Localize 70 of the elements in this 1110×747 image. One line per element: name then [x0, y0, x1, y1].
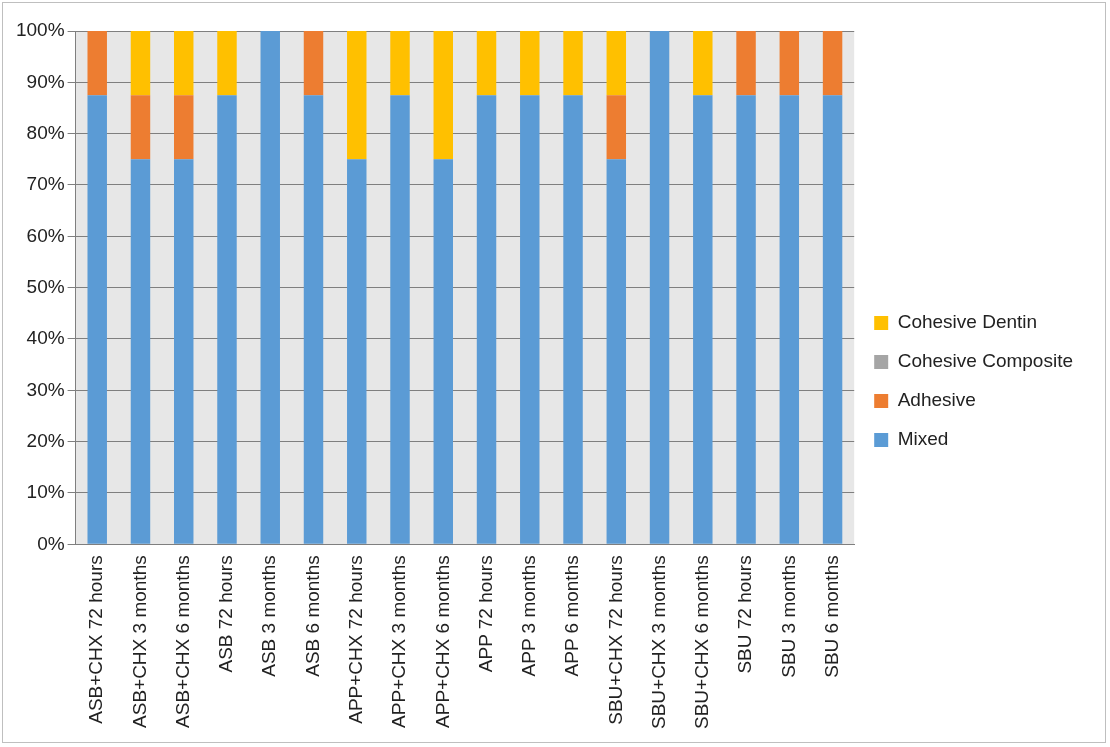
x-tick-label: APP 6 months [561, 555, 583, 677]
bar [260, 31, 280, 544]
bar [433, 31, 453, 160]
legend-label: Mixed [897, 428, 949, 450]
y-tick-label: 100% [15, 19, 65, 41]
bar [563, 31, 583, 96]
bar [476, 31, 497, 96]
bar [736, 31, 756, 96]
bar [390, 95, 410, 544]
bar [520, 31, 540, 96]
x-tick-label: SBU+CHX 6 months [691, 555, 713, 730]
x-tick-label: SBU+CHX 3 months [647, 555, 669, 730]
y-tick-label: 40% [26, 327, 65, 349]
bar [87, 31, 107, 96]
bar [736, 95, 756, 544]
bar [822, 95, 843, 544]
x-tick-label: SBU 3 months [777, 555, 799, 678]
y-tick-label: 80% [26, 121, 65, 143]
bar [130, 159, 151, 544]
x-tick-label: APP+CHX 6 months [431, 555, 453, 728]
bar [174, 95, 194, 160]
bar [347, 159, 367, 544]
bar [303, 31, 324, 96]
bar [476, 95, 497, 544]
x-tick-label: SBU+CHX 72 hours [604, 555, 626, 725]
bar [217, 31, 237, 96]
bar [779, 31, 800, 96]
bar [174, 31, 194, 96]
y-tick-label: 70% [26, 173, 65, 195]
bar [822, 31, 843, 96]
bar [347, 31, 367, 160]
x-tick-label: APP 72 hours [474, 555, 496, 673]
x-tick-label: APP+CHX 72 hours [344, 555, 366, 724]
y-tick-label: 60% [26, 224, 65, 246]
x-tick-label: ASB+CHX 72 hours [85, 555, 107, 724]
bar [174, 159, 194, 544]
y-tick-label: 0% [37, 532, 65, 554]
bar [606, 159, 627, 544]
legend-label: Cohesive Composite [897, 350, 1074, 372]
y-tick-label: 10% [26, 481, 65, 503]
bar [563, 95, 583, 544]
x-tick-label: ASB 6 months [301, 555, 323, 677]
y-tick-label: 30% [26, 378, 65, 400]
legend-label: Cohesive Dentin [897, 311, 1038, 333]
bar [693, 95, 713, 544]
x-tick-label: ASB 72 hours [215, 555, 237, 673]
bar [779, 95, 800, 544]
y-tick-label: 90% [26, 70, 65, 92]
bar [693, 31, 713, 96]
x-tick-label: ASB+CHX 6 months [171, 555, 193, 728]
bar [606, 95, 627, 160]
x-tick-label: APP+CHX 3 months [388, 555, 410, 728]
x-tick-label: APP 3 months [518, 555, 540, 677]
legend-label: Adhesive [897, 389, 976, 411]
bar [130, 95, 151, 160]
bar [87, 95, 107, 544]
x-tick-label: SBU 72 hours [734, 555, 756, 674]
x-tick-label: SBU 6 months [820, 555, 842, 678]
bar [303, 95, 324, 544]
y-tick-label: 50% [26, 275, 65, 297]
bar [217, 95, 237, 544]
bar [606, 31, 627, 96]
bar [433, 159, 453, 544]
y-tick-label: 20% [26, 429, 65, 451]
x-tick-label: ASB+CHX 3 months [128, 555, 150, 728]
x-tick-label: ASB 3 months [258, 555, 280, 677]
bar [649, 31, 670, 544]
bar [520, 95, 540, 544]
bar [390, 31, 410, 96]
bar [130, 31, 151, 96]
